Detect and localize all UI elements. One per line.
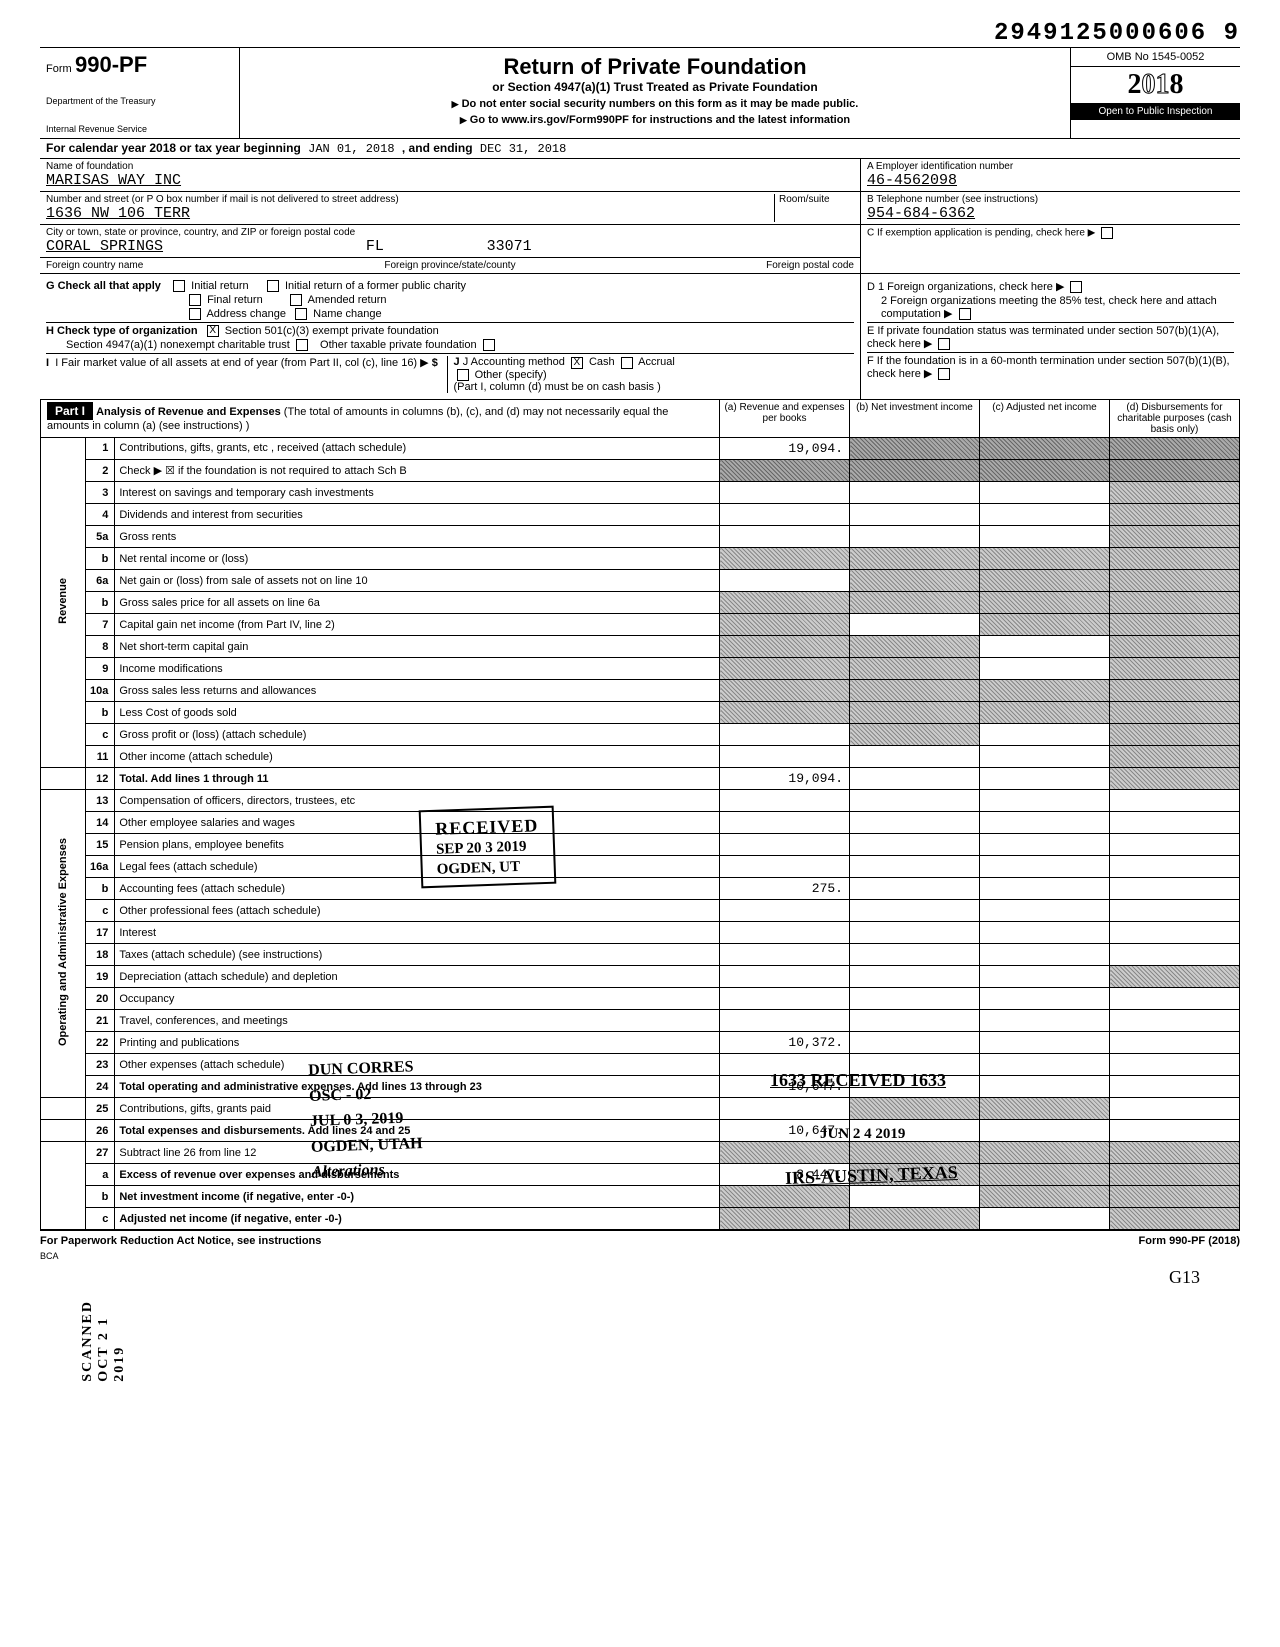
- d1-label: D 1 Foreign organizations, check here: [867, 281, 1053, 293]
- cb-addr-change[interactable]: [189, 308, 201, 320]
- revenue-label: Revenue: [57, 578, 69, 624]
- form-label: Form: [46, 63, 72, 75]
- form-instr-2: Go to www.irs.gov/Form990PF for instruct…: [246, 114, 1064, 126]
- cb-initial-former[interactable]: [267, 280, 279, 292]
- addr-label: Number and street (or P O box number if …: [46, 194, 774, 205]
- cb-e[interactable]: [938, 338, 950, 350]
- foreign-prov-label: Foreign province/state/county: [315, 260, 584, 271]
- cb-other-tax[interactable]: [483, 339, 495, 351]
- c-label: C If exemption application is pending, c…: [867, 228, 1085, 239]
- omb-number: OMB No 1545-0052: [1071, 48, 1240, 67]
- expenses-label: Operating and Administrative Expenses: [57, 838, 69, 1046]
- part1-label: Part I: [47, 402, 93, 420]
- calendar-year-row: For calendar year 2018 or tax year begin…: [40, 139, 1240, 159]
- e-label: E If private foundation status was termi…: [867, 325, 1219, 350]
- cb-d1[interactable]: [1070, 281, 1082, 293]
- city: CORAL SPRINGS: [46, 238, 163, 255]
- ein: 46-4562098: [867, 172, 1234, 189]
- footer-right: Form 990-PF (2018): [1139, 1235, 1240, 1247]
- name-label: Name of foundation: [46, 161, 854, 172]
- form-number: 990-PF: [75, 52, 147, 77]
- g-label: G Check all that apply: [46, 280, 161, 292]
- year-end: DEC 31, 2018: [480, 142, 566, 156]
- d2-label: 2 Foreign organizations meeting the 85% …: [881, 295, 1217, 320]
- f-label: F If the foundation is in a 60-month ter…: [867, 355, 1230, 380]
- cb-final[interactable]: [189, 294, 201, 306]
- cb-d2[interactable]: [959, 308, 971, 320]
- ein-label: A Employer identification number: [867, 161, 1234, 172]
- state: FL: [366, 238, 384, 255]
- j-note: (Part I, column (d) must be on cash basi…: [454, 381, 661, 393]
- city-label: City or town, state or province, country…: [46, 227, 854, 238]
- tax-year: 2018: [1071, 67, 1240, 103]
- tel-label: B Telephone number (see instructions): [867, 194, 1234, 205]
- cb-4947[interactable]: [296, 339, 308, 351]
- cb-other-method[interactable]: [457, 369, 469, 381]
- cb-accrual[interactable]: [621, 357, 633, 369]
- footer-left: For Paperwork Reduction Act Notice, see …: [40, 1235, 321, 1247]
- cb-amended[interactable]: [290, 294, 302, 306]
- foundation-name: MARISAS WAY INC: [46, 172, 854, 189]
- dept-irs: Internal Revenue Service: [46, 124, 233, 134]
- room-label: Room/suite: [779, 194, 854, 205]
- street-address: 1636 NW 106 TERR: [46, 205, 774, 222]
- zip: 33071: [487, 238, 532, 255]
- cb-cash[interactable]: X: [571, 357, 583, 369]
- col-d-header: (d) Disbursements for charitable purpose…: [1109, 400, 1239, 437]
- foreign-country-label: Foreign country name: [46, 260, 315, 271]
- form-header: Form 990-PF Department of the Treasury I…: [40, 47, 1240, 139]
- col-c-header: (c) Adjusted net income: [979, 400, 1109, 437]
- cb-initial[interactable]: [173, 280, 185, 292]
- public-inspection: Open to Public Inspection: [1071, 103, 1240, 120]
- i-label: I Fair market value of all assets at end…: [55, 357, 417, 369]
- telephone: 954-684-6362: [867, 205, 1234, 222]
- form-instr-1: Do not enter social security numbers on …: [246, 98, 1064, 110]
- bca: BCA: [40, 1251, 1240, 1261]
- col-a-header: (a) Revenue and expenses per books: [719, 400, 849, 437]
- foreign-postal-label: Foreign postal code: [585, 260, 854, 271]
- h-label: H Check type of organization: [46, 325, 198, 337]
- scanned-stamp: SCANNED OCT 2 1 2019: [80, 1300, 128, 1382]
- form-subtitle: or Section 4947(a)(1) Trust Treated as P…: [246, 80, 1064, 94]
- c-checkbox[interactable]: [1101, 227, 1113, 239]
- document-number: 2949125000606 9: [40, 20, 1240, 47]
- cb-name-change[interactable]: [295, 308, 307, 320]
- page-handwritten: G13: [40, 1267, 1240, 1288]
- col-b-header: (b) Net investment income: [849, 400, 979, 437]
- form-title: Return of Private Foundation: [246, 54, 1064, 80]
- part1-title: Analysis of Revenue and Expenses: [96, 406, 281, 418]
- part1-table: Revenue 1Contributions, gifts, grants, e…: [40, 438, 1240, 1231]
- cb-501c3[interactable]: X: [207, 325, 219, 337]
- cb-f[interactable]: [938, 368, 950, 380]
- dept-treasury: Department of the Treasury: [46, 96, 233, 106]
- year-begin: JAN 01, 2018: [308, 142, 394, 156]
